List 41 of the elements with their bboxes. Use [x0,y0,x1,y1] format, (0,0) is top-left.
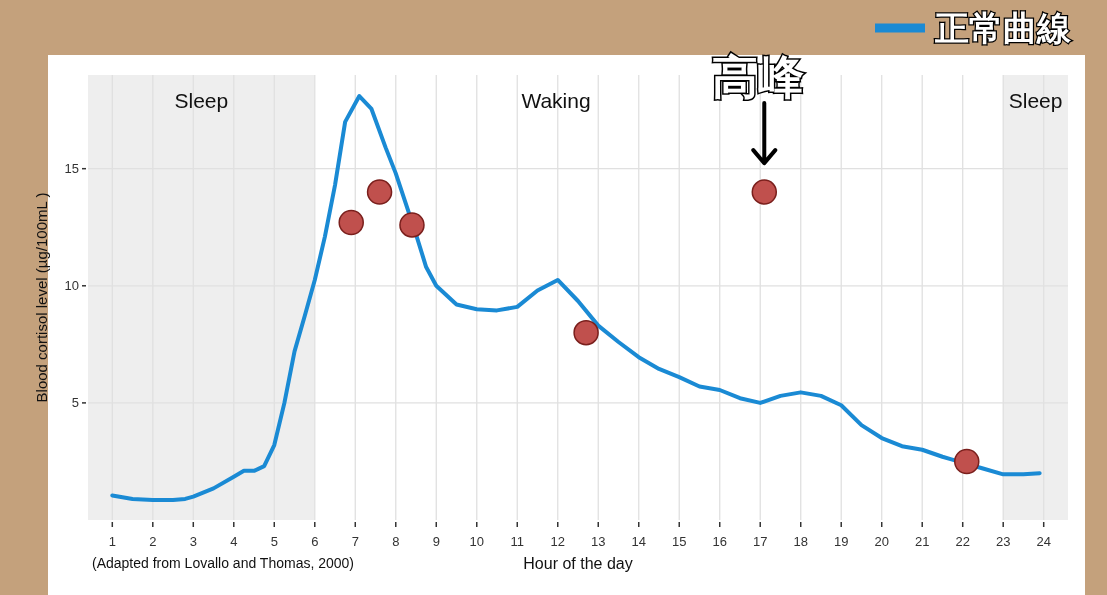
x-tick-label: 8 [392,534,400,549]
point [366,179,393,205]
point [751,179,778,205]
x-tick-label: 4 [230,534,238,549]
x-tick-label: 20 [874,534,889,549]
x-tick-label: 1 [108,534,116,549]
y-tick-label: 15 [64,161,79,177]
x-tick-label: 22 [955,534,970,549]
point [573,319,599,346]
y-tick-label: 5 [71,395,79,411]
x-tick-label: 21 [914,534,930,549]
x-tick-label: 14 [631,534,646,549]
x-tick-label: 9 [432,534,440,549]
annotation: Waking [521,89,591,112]
x-tick-label: 11 [510,534,525,549]
point [954,448,980,475]
x-tick-label: 19 [833,534,849,549]
x-tick-label: 2 [149,534,157,549]
x-tick-label: 5 [270,534,278,549]
x-tick-label: 7 [351,534,359,549]
point [338,209,364,236]
x-tick-label: 16 [712,534,727,549]
x-tick-label: 6 [311,534,319,549]
text: (Adapted from Lovallo and Thomas, 2000) [92,555,355,571]
x-tick-label: 3 [189,534,197,549]
x-tick-label: 23 [995,534,1011,549]
x-tick-label: 13 [591,534,606,549]
x-tick-label: 10 [469,534,484,549]
x-tick-label: 17 [753,534,768,549]
band-label: Sleep [1008,89,1063,112]
x-tick-label: 12 [550,534,565,549]
legend-label: 正常曲線 [934,9,1072,47]
y-axis-title: Blood cortisol level (µg/100mL ) [33,192,50,403]
y-tick-label: 10 [64,278,79,294]
x-tick-label: 18 [793,534,808,549]
point [399,212,425,238]
x-axis-title: Hour of the day [523,555,633,572]
annotation: 高峰 [712,51,805,103]
x-tick-label: 24 [1036,534,1051,549]
band-label: Sleep [174,89,229,112]
x-tick-label: 15 [672,534,687,549]
